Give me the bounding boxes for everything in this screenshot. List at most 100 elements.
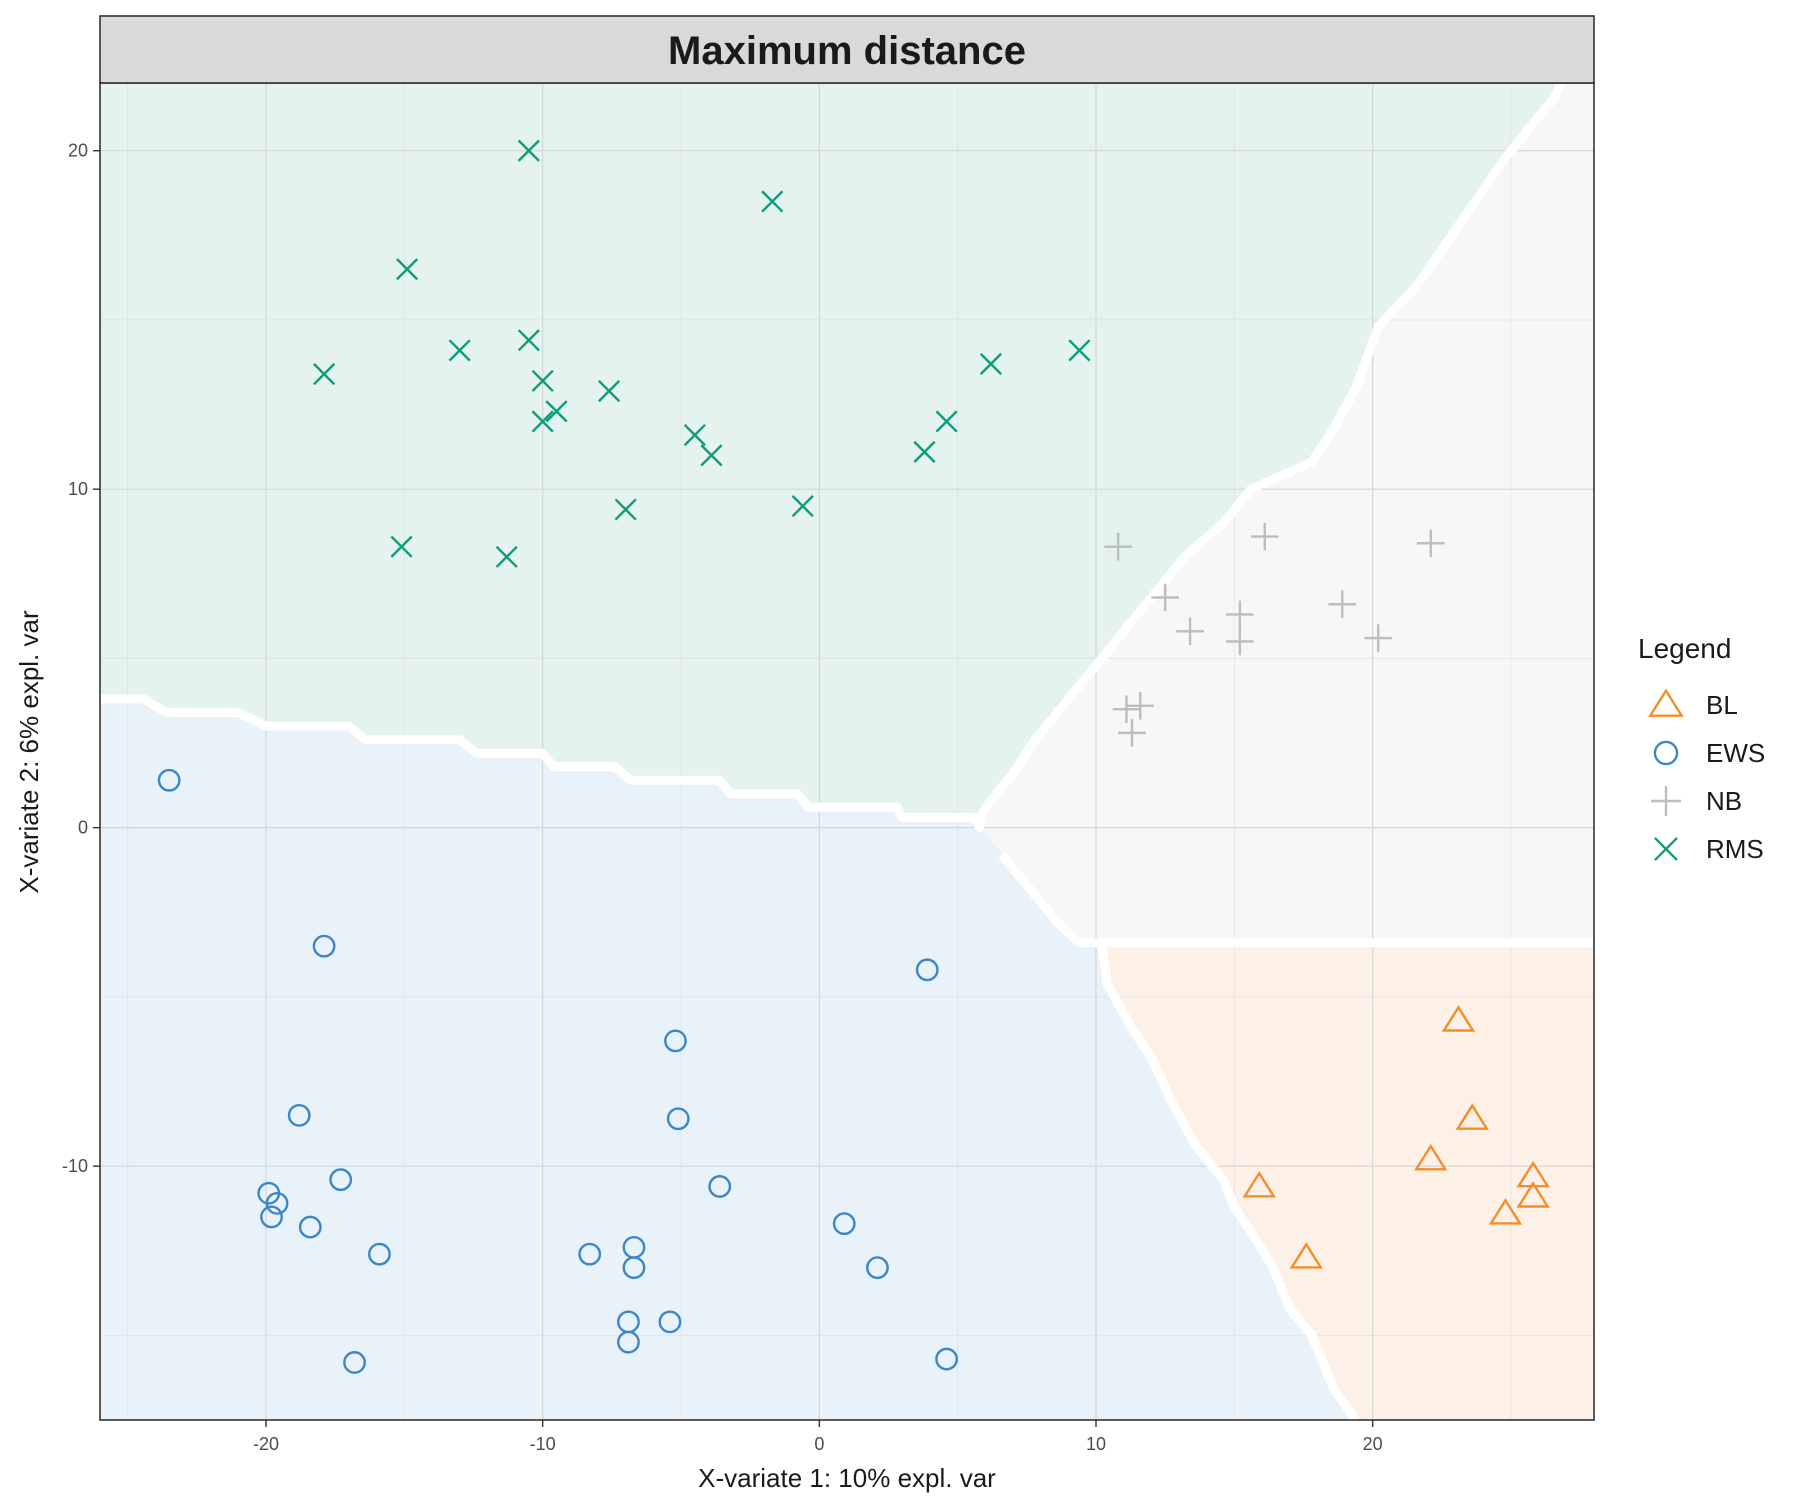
point-rms xyxy=(935,410,958,433)
legend-label: BL xyxy=(1706,690,1738,720)
point-nb xyxy=(1126,692,1155,720)
point-ews xyxy=(578,1242,602,1266)
data-points xyxy=(157,139,1550,1374)
point-nb xyxy=(1416,529,1445,558)
point-bl xyxy=(1488,1198,1523,1225)
point-nb xyxy=(1151,583,1179,612)
point-nb xyxy=(1226,627,1254,656)
x-tick-label: -10 xyxy=(530,1434,556,1454)
point-nb xyxy=(1176,617,1204,646)
point-ews xyxy=(298,1215,322,1239)
legend-item-ews: EWS xyxy=(1653,738,1765,768)
point-rms xyxy=(313,363,336,386)
point-nb xyxy=(1112,695,1141,723)
point-bl xyxy=(1455,1103,1489,1130)
point-rms xyxy=(598,379,621,403)
point-rms xyxy=(495,545,518,568)
point-rms xyxy=(700,444,723,467)
boundary-rms-ews xyxy=(100,694,985,833)
boundary-ews-bl xyxy=(1097,942,1360,1423)
point-rms xyxy=(517,139,540,162)
strip-background xyxy=(99,15,1595,84)
x-tick-label: 20 xyxy=(1363,1434,1383,1454)
series-ews xyxy=(157,768,958,1374)
point-nb xyxy=(1250,522,1279,551)
point-rms xyxy=(614,498,637,521)
point-bl xyxy=(1242,1170,1276,1198)
boundary-ews-nb xyxy=(998,851,1102,948)
point-rms xyxy=(1068,339,1091,362)
cross-icon xyxy=(1654,837,1678,861)
chart-title: Maximum distance xyxy=(668,29,1026,73)
point-ews xyxy=(708,1175,732,1198)
legend-item-bl: BL xyxy=(1648,688,1738,720)
point-rms xyxy=(531,410,554,433)
x-axis-title: X-variate 1: 10% expl. var xyxy=(698,1463,996,1493)
point-ews xyxy=(935,1347,958,1371)
plus-icon xyxy=(1651,786,1681,816)
triangle-icon xyxy=(1648,688,1684,717)
x-tick-label: 10 xyxy=(1086,1434,1106,1454)
point-ews xyxy=(329,1168,353,1192)
point-bl xyxy=(1516,1160,1550,1188)
y-tick-label: 10 xyxy=(68,479,88,499)
point-ews xyxy=(368,1242,391,1266)
y-tick-label: 20 xyxy=(68,141,88,161)
point-ews xyxy=(658,1310,682,1334)
point-bl xyxy=(1441,1005,1476,1032)
point-rms xyxy=(545,400,568,423)
point-nb xyxy=(1364,624,1392,652)
point-nb xyxy=(1118,719,1146,747)
point-bl xyxy=(1516,1181,1550,1208)
point-rms xyxy=(531,369,554,392)
point-ews xyxy=(312,934,336,958)
point-ews xyxy=(832,1212,856,1236)
point-nb xyxy=(1226,600,1254,629)
x-tick-label: 0 xyxy=(814,1434,824,1454)
legend-item-nb: NB xyxy=(1651,786,1742,816)
point-ews xyxy=(617,1330,640,1354)
series-rms xyxy=(313,139,1091,568)
point-ews xyxy=(287,1103,311,1127)
point-ews xyxy=(866,1256,889,1280)
point-ews xyxy=(157,768,181,792)
point-ews xyxy=(260,1205,283,1229)
point-rms xyxy=(913,440,936,463)
y-axis-title: X-variate 2: 6% expl. var xyxy=(14,610,44,894)
point-ews xyxy=(265,1191,289,1215)
legend-item-rms: RMS xyxy=(1654,834,1764,864)
legend: Legend BL EWS NB RMS xyxy=(1638,633,1765,864)
point-nb xyxy=(1104,532,1132,561)
x-axis: -20 -10 0 10 20 xyxy=(253,1420,1383,1454)
point-nb xyxy=(1328,590,1357,619)
point-ews xyxy=(343,1351,366,1374)
y-tick-label: -10 xyxy=(62,1156,88,1176)
point-ews xyxy=(664,1029,687,1053)
point-rms xyxy=(390,535,413,558)
y-tick-label: 0 xyxy=(78,818,88,838)
region-boundaries xyxy=(100,81,1594,1423)
decision-regions xyxy=(99,82,1595,1421)
point-bl xyxy=(1289,1242,1323,1269)
legend-title: Legend xyxy=(1638,633,1731,664)
circle-icon xyxy=(1653,740,1679,766)
y-axis: -10 0 10 20 xyxy=(62,141,100,1176)
series-nb xyxy=(1104,522,1445,747)
point-bl xyxy=(1414,1143,1448,1171)
point-rms xyxy=(761,190,784,213)
series-bl xyxy=(1242,1005,1550,1269)
boundary-rms-nb xyxy=(976,81,1565,820)
point-ews xyxy=(915,958,939,982)
point-rms xyxy=(396,258,419,281)
point-ews xyxy=(622,1256,646,1280)
point-rms xyxy=(517,329,540,352)
grid-lines xyxy=(100,83,1594,1420)
legend-label: NB xyxy=(1706,786,1742,816)
point-rms xyxy=(448,339,471,362)
x-tick-label: -20 xyxy=(253,1434,279,1454)
legend-label: EWS xyxy=(1706,738,1765,768)
point-rms xyxy=(683,423,706,447)
point-ews xyxy=(666,1107,690,1131)
point-rms xyxy=(791,495,814,518)
